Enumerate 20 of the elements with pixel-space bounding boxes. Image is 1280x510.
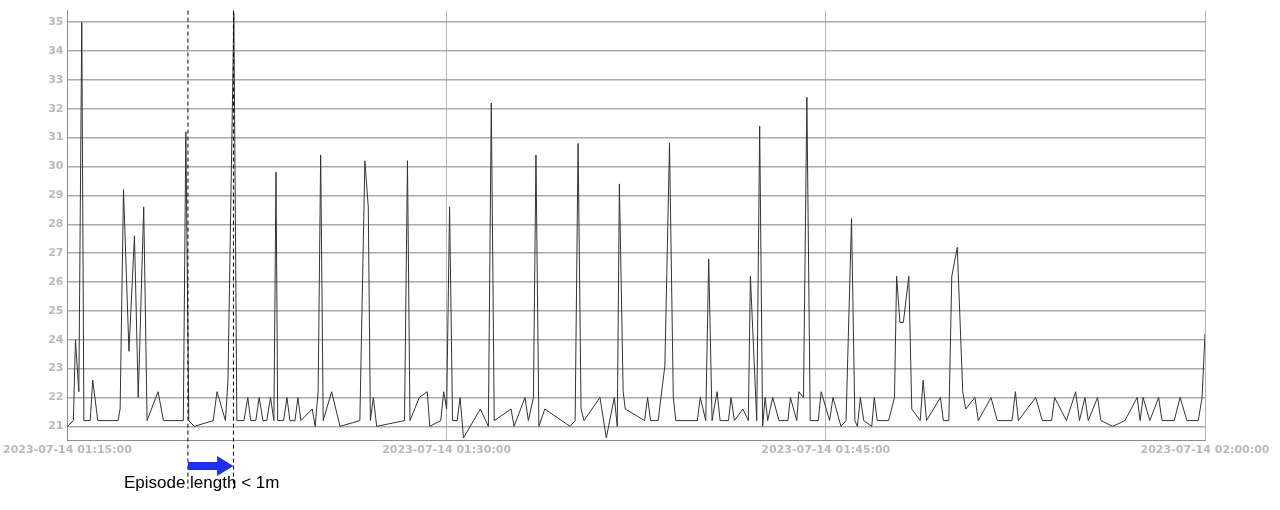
y-tick-label: 33	[48, 72, 64, 86]
x-tick-label: 2023-07-14 01:45:00	[761, 443, 891, 457]
y-tick-label: 32	[48, 101, 64, 115]
y-tick-label: 25	[48, 303, 64, 317]
y-tick-label: 28	[48, 217, 64, 231]
x-tick-label: 2023-07-14 01:30:00	[382, 443, 512, 457]
y-tick-label: 26	[48, 274, 64, 288]
y-tick-label: 29	[48, 188, 64, 202]
y-tick-label: 34	[48, 43, 64, 57]
y-tick-label: 24	[48, 332, 64, 346]
x-tick-label: 2023-07-14 01:15:00	[2, 443, 133, 457]
y-tick-label: 23	[48, 361, 64, 375]
x-tick-label: 2023-07-14 02:00:00	[1140, 443, 1270, 457]
y-tick-label: 31	[48, 130, 64, 144]
y-tick-label: 27	[48, 245, 64, 259]
y-tick-label: 35	[48, 15, 64, 29]
y-tick-label: 21	[48, 419, 64, 433]
text: Episode length < 1m	[123, 472, 280, 493]
y-tick-label: 30	[48, 159, 64, 173]
y-tick-label: 22	[48, 390, 64, 404]
